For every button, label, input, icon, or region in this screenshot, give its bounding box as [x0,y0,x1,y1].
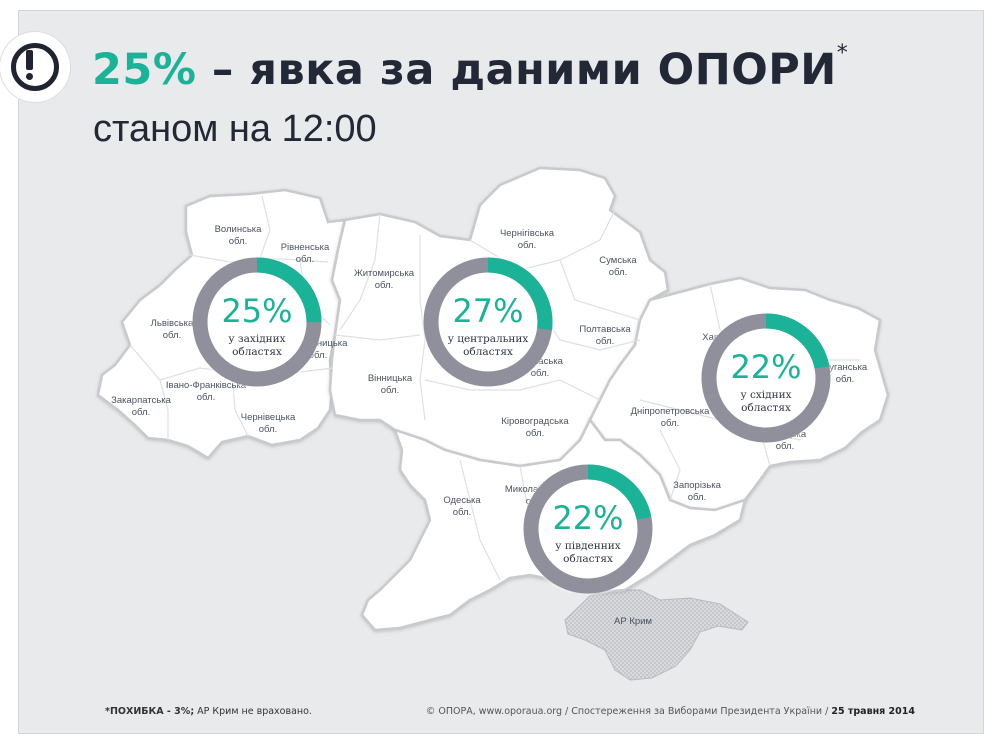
donut-central-percent: 27% [452,292,523,330]
donut-east-percent: 22% [730,348,801,386]
region-label: обл. [132,407,150,418]
page-title: 25% – явка за даними ОПОРИ* [92,41,848,95]
region-label: обл. [776,441,794,452]
region-label: Закарпатська [111,395,171,406]
region-label: обл. [163,330,181,341]
donut-south-center [538,479,638,579]
region-label: Сумська [599,255,637,266]
region-label: Волинська [215,224,263,235]
footnote: *ПОХИБКА - 3%; АР Крим не враховано. [105,706,312,717]
region-label: обл. [526,428,544,439]
logo-ring-icon [11,43,59,91]
donut-central-caption: областях [463,346,513,358]
credit-line: © ОПОРА, www.oporaua.org / Спостереження… [426,706,915,717]
region-label: Одеська [443,495,481,506]
footnote-text: АР Крим не враховано. [194,706,312,717]
region-label: Рівненська [281,242,330,253]
region-label: обл. [531,368,549,379]
crimea-shape [564,589,749,681]
footnote-error: *ПОХИБКА - 3%; [105,706,195,717]
donut-east-center [716,328,816,428]
region-label: Івано-Франківська [166,380,247,391]
donut-south-caption: областях [563,553,613,565]
region-label: обл. [309,350,327,361]
region-label: обл. [688,492,706,503]
title-asterisk: * [836,41,849,66]
logo-bar-icon [26,50,33,70]
region-label: обл. [296,254,314,265]
donut-central-arc [423,257,553,387]
region-labels: Волинська обл. Рівненська обл. Львівська… [111,224,868,627]
donut-east-caption: областях [741,402,791,414]
title-text: – явка за даними ОПОРИ [196,45,837,95]
donut-west-percent: 25% [221,292,292,330]
donut-east-caption: у східних [740,389,791,401]
donut-south-arc [523,464,653,594]
opora-logo [0,32,70,102]
donut-labels: 25% у західних областях 27% у центральни… [221,292,801,565]
logo-dot-icon [26,73,33,80]
region-label: Хмельницька [289,338,349,349]
region-label: Запорізька [673,480,722,491]
region-label: обл. [518,240,536,251]
donut-south-percent: 22% [552,499,623,537]
region-label: Миколаївська [505,484,566,495]
region-label: Львівська [151,318,194,329]
credit-date: 25 травня 2014 [831,706,915,717]
region-label: Вінницька [368,373,413,384]
donut-west-caption: у західних [228,333,285,345]
region-label: Черкаська [517,356,564,367]
region-label: обл. [229,236,247,247]
page-subtitle: станом на 12:00 [93,108,377,150]
title-percent: 25% [92,45,197,95]
region-label: АР Крим [614,616,652,627]
region-label: обл. [661,418,679,429]
region-label: обл. [375,280,393,291]
region-label: Кіровоградська [501,416,569,427]
region-label: обл. [836,374,854,385]
region-label: Полтавська [579,324,631,335]
region-label: Житомирська [354,268,415,279]
region-label: Дніпропетровська [631,406,711,417]
region-label: Луганська [823,362,868,373]
region-label: обл. [197,392,215,403]
donut-west-arc [192,257,322,387]
region-label: обл. [453,507,471,518]
region-label: обл. [596,336,614,347]
donut-south-caption: у південних [555,540,620,552]
donut-west-caption: областях [232,346,282,358]
donut-west-center [207,272,307,372]
region-label: обл. [381,385,399,396]
donut-east-arc [701,313,831,443]
donut-central-center [438,272,538,372]
region-label: обл. [259,424,277,435]
region-label: обл. [609,267,627,278]
region-label: Чернівецька [241,412,296,423]
donut-central-caption: у центральних [448,333,529,345]
turnout-donuts [190,255,833,596]
credit-text: © ОПОРА, www.oporaua.org / Спостереження… [425,706,832,717]
region-label: Чернігівська [500,228,555,239]
